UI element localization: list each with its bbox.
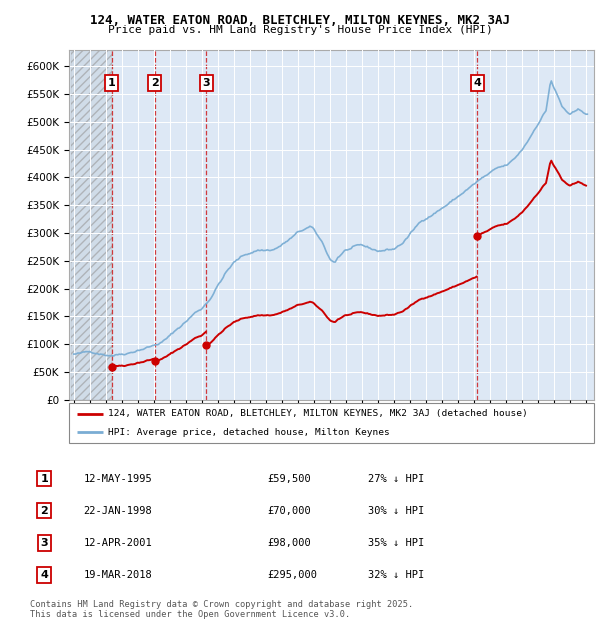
FancyBboxPatch shape bbox=[69, 403, 594, 443]
Text: 124, WATER EATON ROAD, BLETCHLEY, MILTON KEYNES, MK2 3AJ (detached house): 124, WATER EATON ROAD, BLETCHLEY, MILTON… bbox=[109, 409, 528, 419]
Text: Contains HM Land Registry data © Crown copyright and database right 2025.: Contains HM Land Registry data © Crown c… bbox=[30, 600, 413, 609]
Text: Price paid vs. HM Land Registry's House Price Index (HPI): Price paid vs. HM Land Registry's House … bbox=[107, 25, 493, 35]
Bar bbox=[71, 50, 112, 400]
Text: HPI: Average price, detached house, Milton Keynes: HPI: Average price, detached house, Milt… bbox=[109, 428, 390, 437]
Text: 1: 1 bbox=[40, 474, 48, 484]
Text: 4: 4 bbox=[40, 570, 48, 580]
Text: 32% ↓ HPI: 32% ↓ HPI bbox=[368, 570, 425, 580]
Text: £295,000: £295,000 bbox=[267, 570, 317, 580]
Text: 22-JAN-1998: 22-JAN-1998 bbox=[83, 506, 152, 516]
Text: 12-MAY-1995: 12-MAY-1995 bbox=[83, 474, 152, 484]
Text: 35% ↓ HPI: 35% ↓ HPI bbox=[368, 538, 425, 547]
Text: £59,500: £59,500 bbox=[267, 474, 311, 484]
Text: £70,000: £70,000 bbox=[267, 506, 311, 516]
Text: 3: 3 bbox=[203, 78, 210, 88]
Text: This data is licensed under the Open Government Licence v3.0.: This data is licensed under the Open Gov… bbox=[30, 610, 350, 619]
Text: 2: 2 bbox=[151, 78, 158, 88]
Text: 2: 2 bbox=[40, 506, 48, 516]
Text: 124, WATER EATON ROAD, BLETCHLEY, MILTON KEYNES, MK2 3AJ: 124, WATER EATON ROAD, BLETCHLEY, MILTON… bbox=[90, 14, 510, 27]
Text: 12-APR-2001: 12-APR-2001 bbox=[83, 538, 152, 547]
Text: 1: 1 bbox=[108, 78, 116, 88]
Text: 3: 3 bbox=[40, 538, 48, 547]
Text: £98,000: £98,000 bbox=[267, 538, 311, 547]
Text: 4: 4 bbox=[473, 78, 481, 88]
Text: 30% ↓ HPI: 30% ↓ HPI bbox=[368, 506, 425, 516]
Text: 27% ↓ HPI: 27% ↓ HPI bbox=[368, 474, 425, 484]
Text: 19-MAR-2018: 19-MAR-2018 bbox=[83, 570, 152, 580]
